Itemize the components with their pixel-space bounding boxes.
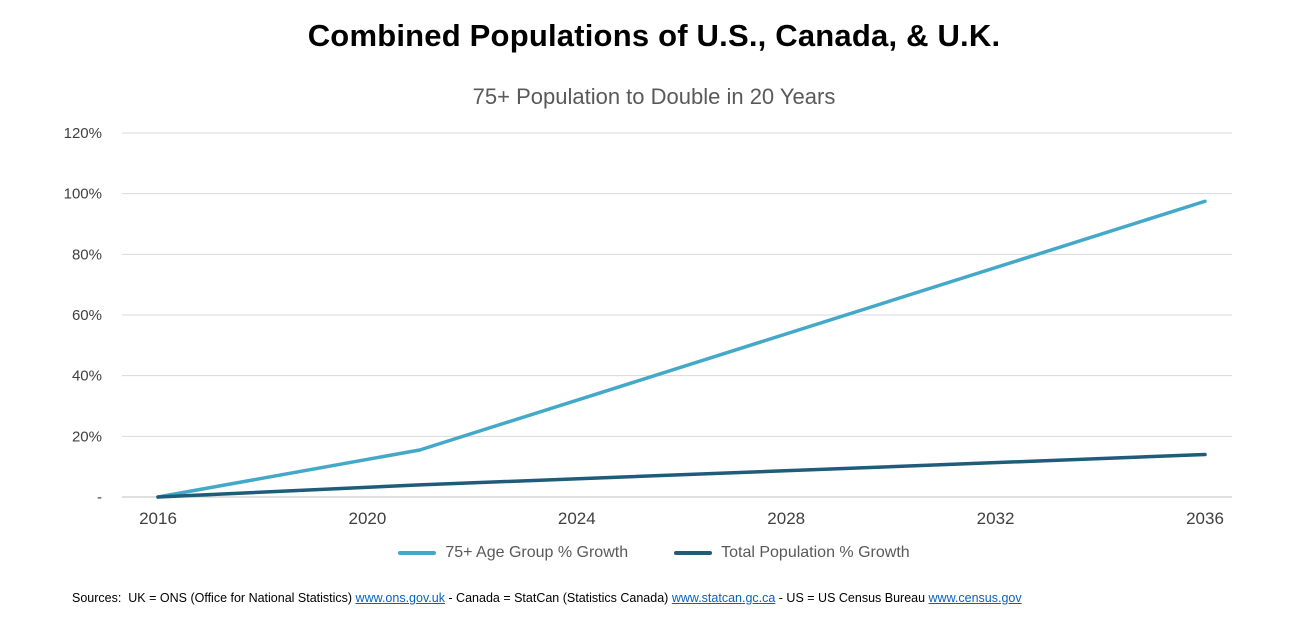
y-tick-label: 40% [72,368,102,385]
legend-label-75-plus: 75+ Age Group % Growth [445,544,629,561]
y-tick-label: 20% [72,428,102,445]
chart-legend: 75+ Age Group % Growth Total Population … [0,544,1308,562]
chart-title: Combined Populations of U.S., Canada, & … [307,18,1001,53]
y-tick-label: 120% [64,125,102,142]
series-line [156,199,1207,499]
census-link[interactable]: www.census.gov [928,591,1022,605]
series-line [156,452,1207,499]
statcan-link[interactable]: www.statcan.gc.ca [671,591,776,605]
x-tick-label: 2016 [139,509,177,528]
chart-subtitle: 75+ Population to Double in 20 Years [472,84,836,109]
ons-link[interactable]: www.ons.gov.uk [355,591,445,605]
legend-item-total-population: Total Population % Growth [674,544,910,562]
legend-swatch-75-plus-line [398,551,437,555]
legend-swatch-total-population-line [674,551,713,555]
y-tick-label: 100% [64,186,102,203]
line-chart-plot-area: - 20% 40% 60% 80% 100% 120% 2016 2020 2024 2028 203… [64,125,1232,528]
x-tick-label: 2036 [1186,509,1224,528]
x-tick-label: 2028 [767,509,805,528]
x-tick-label: 2032 [977,509,1015,528]
legend-item-75-plus: 75+ Age Group % Growth [398,544,628,562]
y-tick-label: 60% [72,307,102,324]
x-tick-label: 2024 [558,509,596,528]
sources-text-canada: - Canada = StatCan (Statistics Canada) [444,591,672,605]
y-tick-label: 80% [72,246,102,263]
sources-text-us: - US = US Census Bureau [775,591,929,605]
sources-line: Sources: UK = ONS (Office for National S… [72,591,1022,605]
sources-text-uk: Sources: UK = ONS (Office for National S… [72,591,356,605]
y-tick-label: - [97,489,102,506]
legend-label-total-population: Total Population % Growth [721,544,910,561]
x-tick-label: 2020 [348,509,386,528]
